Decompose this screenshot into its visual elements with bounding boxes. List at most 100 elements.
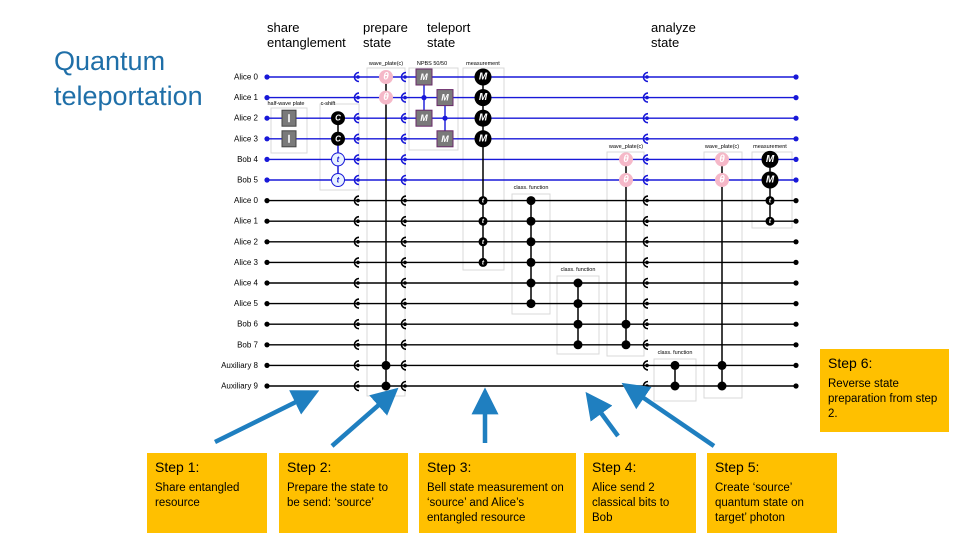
control-dot bbox=[573, 340, 583, 350]
theta-symbol: θ bbox=[623, 154, 629, 165]
barrier-dot bbox=[356, 116, 360, 120]
phase-analyze-state: analyze state bbox=[651, 20, 696, 50]
barrier-mark bbox=[642, 71, 649, 83]
barrier-dot bbox=[645, 281, 649, 285]
barrier-mark bbox=[353, 298, 360, 309]
target-symbol: t bbox=[482, 198, 485, 205]
measure-symbol: M bbox=[766, 175, 775, 186]
barrier-mark bbox=[642, 215, 649, 227]
measurement-gate bbox=[474, 109, 492, 127]
target-symbol: t bbox=[337, 155, 340, 164]
barrier-dot bbox=[356, 240, 360, 244]
c-shift-target bbox=[331, 173, 345, 187]
control-dot bbox=[381, 360, 391, 370]
phase-label-line2: entanglement bbox=[267, 35, 346, 50]
theta-symbol: θ bbox=[623, 175, 629, 186]
wire-start-dot bbox=[264, 74, 270, 80]
barrier-mark bbox=[353, 257, 360, 268]
control-dot bbox=[573, 299, 583, 309]
npbs-junction-dot bbox=[421, 95, 427, 101]
control-dot bbox=[526, 278, 536, 288]
barrier-dot bbox=[356, 322, 360, 327]
barrier-dot bbox=[645, 75, 649, 79]
barrier-dot bbox=[356, 137, 360, 141]
wire-label: Alice 1 bbox=[234, 217, 259, 226]
wire-label: Bob 5 bbox=[237, 176, 258, 185]
measurement-label: measurement bbox=[466, 61, 500, 67]
group-frame bbox=[319, 103, 360, 191]
measure-symbol: M bbox=[479, 113, 488, 124]
npbs-symbol: M bbox=[441, 93, 449, 103]
wire-end-dot bbox=[793, 259, 799, 265]
classical-target-dot bbox=[765, 196, 775, 206]
barrier-dot bbox=[645, 157, 649, 162]
control-dot bbox=[573, 319, 583, 329]
phase-label-line2: state bbox=[427, 35, 456, 50]
barrier-mark bbox=[642, 195, 649, 206]
classical-target-dot bbox=[478, 237, 488, 247]
wire-end-dot bbox=[793, 198, 799, 204]
control-dot bbox=[526, 216, 536, 226]
measure-symbol: M bbox=[766, 154, 775, 165]
wave-plate-gate bbox=[715, 152, 729, 167]
wire-label: Alice 0 bbox=[234, 73, 259, 82]
phase-teleport-state: teleport state bbox=[427, 20, 470, 50]
barrier-mark bbox=[400, 71, 407, 83]
control-dot bbox=[526, 237, 536, 247]
wire-end-dot bbox=[793, 280, 799, 286]
step-arrow bbox=[214, 390, 320, 445]
phase-prepare-state: prepare state bbox=[363, 20, 408, 50]
measure-symbol: M bbox=[479, 133, 488, 144]
barrier-dot bbox=[645, 322, 649, 327]
wave-plate-gate bbox=[379, 90, 393, 105]
wire-end-dot bbox=[793, 321, 799, 327]
barrier-mark bbox=[400, 133, 407, 145]
barrier-dot bbox=[645, 260, 649, 265]
step-2-box: Step 2: Prepare the state to be send: ‘s… bbox=[279, 453, 408, 533]
barrier-mark bbox=[642, 154, 649, 165]
wave-plate-label: wave_plate(c) bbox=[704, 144, 739, 150]
wave-plate-label: wave_plate(c) bbox=[608, 144, 643, 150]
step-description: Alice send 2 classical bits to Bob bbox=[592, 482, 670, 524]
wire-end-dot bbox=[793, 95, 799, 101]
wire-start-dot bbox=[264, 136, 270, 142]
barrier-mark bbox=[400, 174, 407, 186]
c-shift-target bbox=[331, 152, 345, 167]
barrier-mark bbox=[642, 133, 649, 145]
barrier-dot bbox=[356, 75, 360, 79]
barrier-mark bbox=[353, 71, 360, 83]
barrier-mark bbox=[353, 154, 360, 165]
target-symbol: t bbox=[337, 176, 340, 185]
wire-label: Alice 4 bbox=[234, 279, 259, 288]
npbs-symbol: M bbox=[441, 134, 449, 144]
control-dot bbox=[670, 360, 680, 370]
barrier-dot bbox=[403, 116, 407, 120]
barrier-dot bbox=[403, 157, 407, 162]
wire-end-dot bbox=[793, 383, 799, 389]
barrier-dot bbox=[356, 384, 360, 388]
step-5-box: Step 5: Create ‘source’ quantum state on… bbox=[707, 453, 837, 533]
barrier-mark bbox=[642, 257, 649, 268]
barrier-mark bbox=[400, 112, 407, 124]
barrier-dot bbox=[645, 198, 649, 203]
control-dot bbox=[573, 278, 583, 288]
measurement-gate bbox=[474, 130, 492, 148]
wire-start-dot bbox=[264, 156, 270, 162]
barrier-mark bbox=[400, 380, 407, 392]
wire-start-dot bbox=[264, 177, 270, 183]
barrier-mark bbox=[353, 112, 360, 124]
wire-label: Auxiliary 9 bbox=[221, 382, 258, 391]
barrier-mark bbox=[353, 380, 360, 392]
wire-label: Alice 2 bbox=[234, 114, 259, 123]
control-dot bbox=[526, 257, 536, 267]
control-dot bbox=[717, 381, 727, 391]
wire-end-dot bbox=[793, 115, 799, 121]
c-shift-control bbox=[331, 131, 345, 146]
barrier-dot bbox=[356, 95, 360, 100]
barrier-mark bbox=[353, 277, 360, 289]
measurement-gate bbox=[761, 171, 779, 189]
wire-end-dot bbox=[793, 74, 799, 80]
npbs-gate bbox=[415, 68, 433, 86]
barrier-dot bbox=[356, 157, 360, 162]
classical-target-dot bbox=[478, 196, 488, 206]
